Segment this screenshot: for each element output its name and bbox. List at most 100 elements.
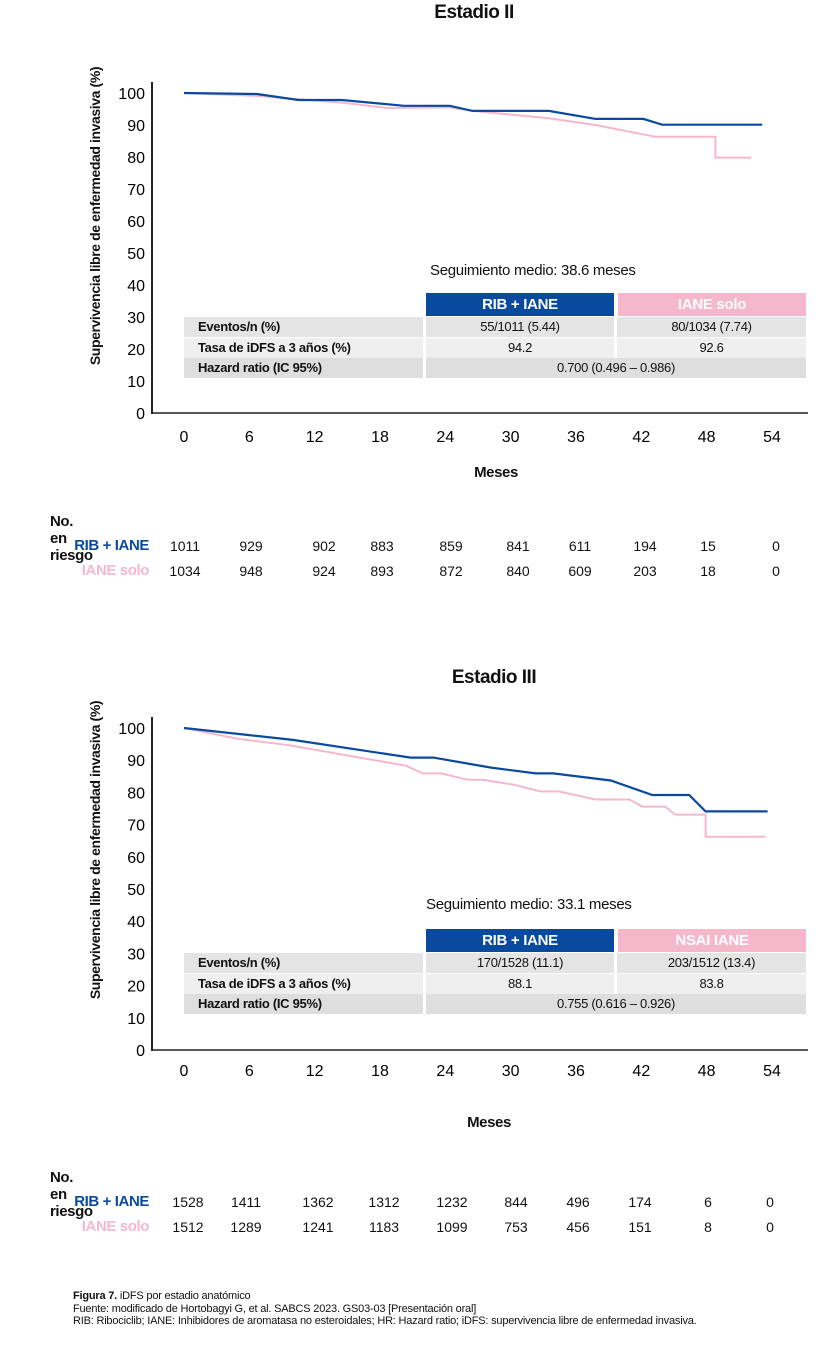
table-cell-iane-solo: 203/1512 (13.4) [617, 953, 806, 973]
at-risk-label-iane-solo: IANE solo [81, 562, 150, 579]
x-tick-label: 36 [567, 429, 585, 446]
x-tick-label: 18 [371, 1063, 389, 1080]
y-tick-label: 60 [127, 214, 145, 231]
at-risk-value: 872 [439, 563, 463, 579]
y-tick-label: 60 [127, 850, 145, 867]
y-tick-label: 80 [127, 150, 145, 167]
table-row-label: Tasa de iDFS a 3 años (%) [184, 337, 423, 358]
at-risk-value: 8 [704, 1219, 712, 1235]
at-risk-value: 859 [439, 538, 463, 554]
y-tick-label: 80 [127, 785, 145, 802]
table-cell-iane-solo: 92.6 [617, 337, 806, 358]
table-row-label: Eventos/n (%) [184, 317, 423, 337]
x-tick-label: 24 [436, 429, 454, 446]
at-risk-value: 893 [370, 563, 394, 579]
at-risk-value: 611 [568, 538, 592, 554]
at-risk-value: 1011 [169, 538, 201, 554]
figure-source: Fuente: modificado de Hortobagyi G, et a… [73, 1302, 477, 1315]
curve-iane-solo [183, 92, 752, 159]
at-risk-value: 841 [506, 538, 530, 554]
figure-title: iDFS por estadio anatómico [117, 1290, 251, 1302]
at-risk-value: 18 [700, 563, 716, 579]
table-row-label: Tasa de iDFS a 3 años (%) [184, 973, 423, 994]
x-tick-label: 54 [763, 1063, 781, 1080]
table-cell-iane-solo: 80/1034 (7.74) [617, 317, 806, 337]
at-risk-value: 194 [633, 538, 657, 554]
curve-rib-iane [183, 726, 768, 813]
y-tick-label: 100 [118, 721, 145, 738]
at-risk-value: 844 [504, 1194, 528, 1210]
at-risk-value: 1289 [230, 1219, 262, 1235]
y-tick-label: 20 [127, 342, 145, 359]
at-risk-value: 1512 [172, 1219, 204, 1235]
at-risk-value: 929 [239, 538, 263, 554]
x-tick-label: 6 [245, 429, 254, 446]
figure-abbreviations: RIB: Ribociclib; IANE: Inhibidores de ar… [73, 1315, 697, 1327]
x-tick-label: 0 [180, 429, 189, 446]
y-tick-label: 40 [127, 278, 145, 295]
table-cell-hazard-ratio: 0.700 (0.496 – 0.986) [426, 358, 806, 378]
at-risk-value: 902 [312, 538, 336, 554]
chart-title: Estadio II [434, 2, 514, 23]
at-risk-value: 0 [766, 1219, 774, 1235]
at-risk-value: 609 [568, 563, 592, 579]
at-risk-value: 174 [628, 1194, 652, 1210]
x-tick-label: 36 [567, 1063, 585, 1080]
table-header-rib-iane: RIB + IANE [426, 293, 614, 316]
at-risk-value: 840 [506, 563, 530, 579]
at-risk-value: 1528 [172, 1194, 204, 1210]
x-tick-label: 54 [763, 429, 781, 446]
at-risk-value: 1241 [302, 1219, 334, 1235]
x-tick-label: 48 [698, 429, 716, 446]
curve-iane-solo [183, 727, 766, 838]
x-axis-label: Meses [467, 1114, 511, 1131]
at-risk-value: 496 [566, 1194, 590, 1210]
at-risk-value: 1034 [169, 563, 201, 579]
x-tick-label: 12 [306, 429, 324, 446]
chart-title: Estadio III [451, 667, 537, 688]
at-risk-title: No. en riesgo [50, 513, 93, 564]
at-risk-value: 948 [239, 563, 263, 579]
x-tick-label: 30 [502, 1063, 520, 1080]
curve-rib-iane [183, 91, 763, 126]
at-risk-value: 1099 [436, 1219, 468, 1235]
at-risk-value: 456 [566, 1219, 590, 1235]
y-tick-label: 70 [127, 818, 145, 835]
at-risk-value: 151 [628, 1219, 652, 1235]
follow-up-text: Seguimiento medio: 33.1 meses [426, 896, 632, 913]
at-risk-value: 1312 [368, 1194, 400, 1210]
y-tick-label: 10 [127, 1011, 145, 1028]
table-cell-rib-iane: 170/1528 (11.1) [426, 953, 614, 973]
y-tick-label: 90 [127, 118, 145, 135]
x-tick-label: 18 [371, 429, 389, 446]
figure-label: Figura 7. [73, 1290, 118, 1302]
table-header-rib-iane: RIB + IANE [426, 929, 614, 952]
y-tick-label: 10 [127, 374, 145, 391]
x-tick-label: 6 [245, 1063, 254, 1080]
y-tick-label: 30 [127, 310, 145, 327]
y-tick-label: 100 [118, 86, 145, 103]
y-tick-label: 0 [136, 406, 145, 423]
table-header-iane-solo: NSAI IANE [618, 929, 806, 952]
table-cell-rib-iane: 94.2 [426, 337, 614, 358]
x-tick-label: 48 [698, 1063, 716, 1080]
x-tick-label: 24 [436, 1063, 454, 1080]
at-risk-value: 0 [772, 538, 780, 554]
y-tick-label: 90 [127, 753, 145, 770]
follow-up-text: Seguimiento medio: 38.6 meses [430, 262, 636, 279]
at-risk-value: 203 [633, 563, 657, 579]
y-tick-label: 30 [127, 946, 145, 963]
y-tick-label: 0 [136, 1043, 145, 1060]
x-axis-label: Meses [474, 464, 518, 481]
y-tick-label: 50 [127, 246, 145, 263]
at-risk-value: 1183 [368, 1219, 400, 1235]
y-tick-label: 50 [127, 882, 145, 899]
y-tick-label: 70 [127, 182, 145, 199]
at-risk-value: 0 [772, 563, 780, 579]
table-row-label: Eventos/n (%) [184, 953, 423, 973]
at-risk-value: 883 [370, 538, 394, 554]
table-header-iane-solo: IANE solo [618, 293, 806, 316]
figure-caption: Figura 7. iDFS por estadio anatómico Fue… [73, 1290, 773, 1328]
